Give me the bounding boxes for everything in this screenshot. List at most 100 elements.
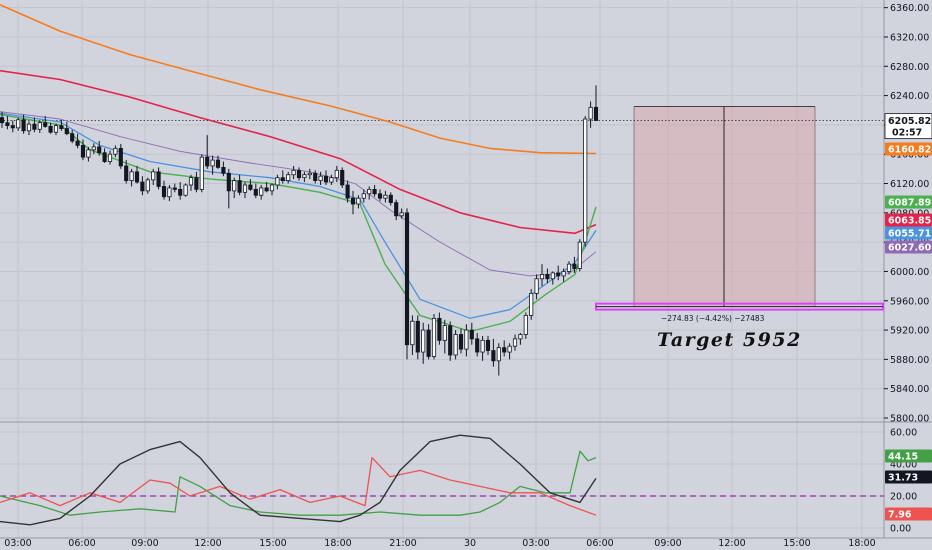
y-tick-label: 5920.00	[890, 326, 929, 337]
candle-body	[221, 167, 226, 174]
candle-body	[313, 172, 318, 181]
candle-body	[318, 175, 323, 181]
candle-body	[118, 147, 123, 167]
candle-body	[507, 345, 512, 353]
candle-body	[588, 106, 593, 120]
candle-body	[248, 184, 253, 190]
candle-body	[161, 186, 167, 198]
candle-body	[307, 172, 312, 176]
price-badge-1-bg	[885, 142, 932, 156]
candle-body	[237, 180, 242, 193]
candle-body	[404, 212, 410, 346]
candle-body	[480, 339, 485, 353]
candle-body	[388, 194, 393, 203]
candle-body	[253, 188, 258, 196]
candle-body	[469, 329, 474, 340]
candle-body	[383, 194, 388, 199]
y-tick-label: 6280.00	[890, 62, 929, 73]
candle-body	[415, 320, 420, 353]
candle-body	[205, 156, 210, 167]
x-tick-label: 15:00	[259, 538, 286, 549]
candle-body	[80, 145, 86, 158]
candle-body	[43, 122, 48, 127]
candle-body	[178, 188, 183, 196]
candle-body	[129, 171, 134, 181]
osc-badge-1: 31.73	[888, 473, 918, 484]
osc-badge-0: 44.15	[888, 452, 918, 463]
candle-body	[296, 169, 302, 179]
candle-body	[329, 177, 334, 183]
candle-body	[48, 125, 53, 133]
candle-body	[113, 147, 118, 155]
candle-body	[448, 325, 453, 356]
y-tick-label: 5880.00	[890, 355, 929, 366]
candle-body	[464, 329, 469, 350]
last-price-badge: 6205.82	[888, 116, 931, 127]
x-tick-label: 03:00	[522, 538, 549, 549]
candle-body	[502, 347, 507, 353]
candle-body	[53, 125, 59, 133]
candle-body	[5, 122, 10, 127]
candle-body	[577, 241, 582, 269]
candle-body	[394, 202, 399, 217]
candle-body	[172, 187, 177, 190]
last-price-badge-bg	[884, 113, 932, 140]
candle-body	[539, 273, 545, 280]
osc-badge-1-bg	[885, 470, 932, 484]
candle-body	[86, 149, 91, 158]
candle-body	[491, 350, 496, 362]
y-tick-label: 6000.00	[890, 267, 929, 278]
x-tick-label: 12:00	[194, 538, 221, 549]
candle-body	[167, 187, 172, 198]
x-tick-label: 12:00	[718, 538, 745, 549]
candle-body	[226, 172, 231, 192]
candle-body	[64, 128, 69, 135]
y-tick-label: 5960.00	[890, 296, 929, 307]
y-tick-label: 6320.00	[890, 32, 929, 43]
candle-body	[210, 159, 215, 167]
x-tick-label: 18:00	[324, 538, 351, 549]
candle-body	[59, 125, 64, 129]
x-tick-label: 06:00	[586, 538, 613, 549]
ema-red-line	[0, 69, 597, 235]
candle-body	[124, 165, 129, 181]
osc-tick-label: 40.00	[890, 460, 917, 471]
candle-body	[269, 184, 275, 192]
candle-body	[529, 293, 534, 316]
osc-tick-label: 60.00	[890, 428, 917, 439]
candle-body	[518, 334, 523, 340]
candle-body	[550, 272, 555, 280]
osc-red-line	[0, 456, 597, 516]
candle-body	[561, 271, 566, 277]
candle-body	[340, 169, 345, 186]
candle-body	[286, 174, 291, 181]
candle-body	[259, 187, 264, 196]
candle-body	[556, 272, 561, 277]
candle-body	[426, 329, 431, 357]
candle-body	[593, 106, 599, 121]
x-tick-label: 18:00	[848, 538, 875, 549]
candle-body	[431, 317, 437, 357]
y-tick-label: 6120.00	[890, 179, 929, 190]
candle-body	[151, 171, 156, 181]
osc-tick-label: 20.00	[890, 492, 917, 503]
x-tick-label: 09:00	[654, 538, 681, 549]
candle-body	[242, 184, 248, 193]
price-badge-4-bg	[885, 226, 932, 240]
candle-body	[372, 188, 377, 195]
candle-body	[199, 156, 204, 190]
candle-body	[350, 197, 356, 205]
y-tick-label: 6240.00	[890, 91, 929, 102]
price-badge-5: 6027.60	[888, 243, 932, 254]
candle-body	[512, 338, 518, 347]
candle-body	[102, 152, 107, 162]
candle-body	[32, 123, 37, 130]
candle-body	[91, 146, 96, 151]
candle-body	[367, 188, 372, 195]
candle-body	[26, 123, 32, 132]
x-tick-label: 15:00	[783, 538, 810, 549]
price-badge-5-bg	[885, 240, 932, 254]
candle-body	[475, 338, 480, 353]
candle-body	[232, 180, 237, 192]
